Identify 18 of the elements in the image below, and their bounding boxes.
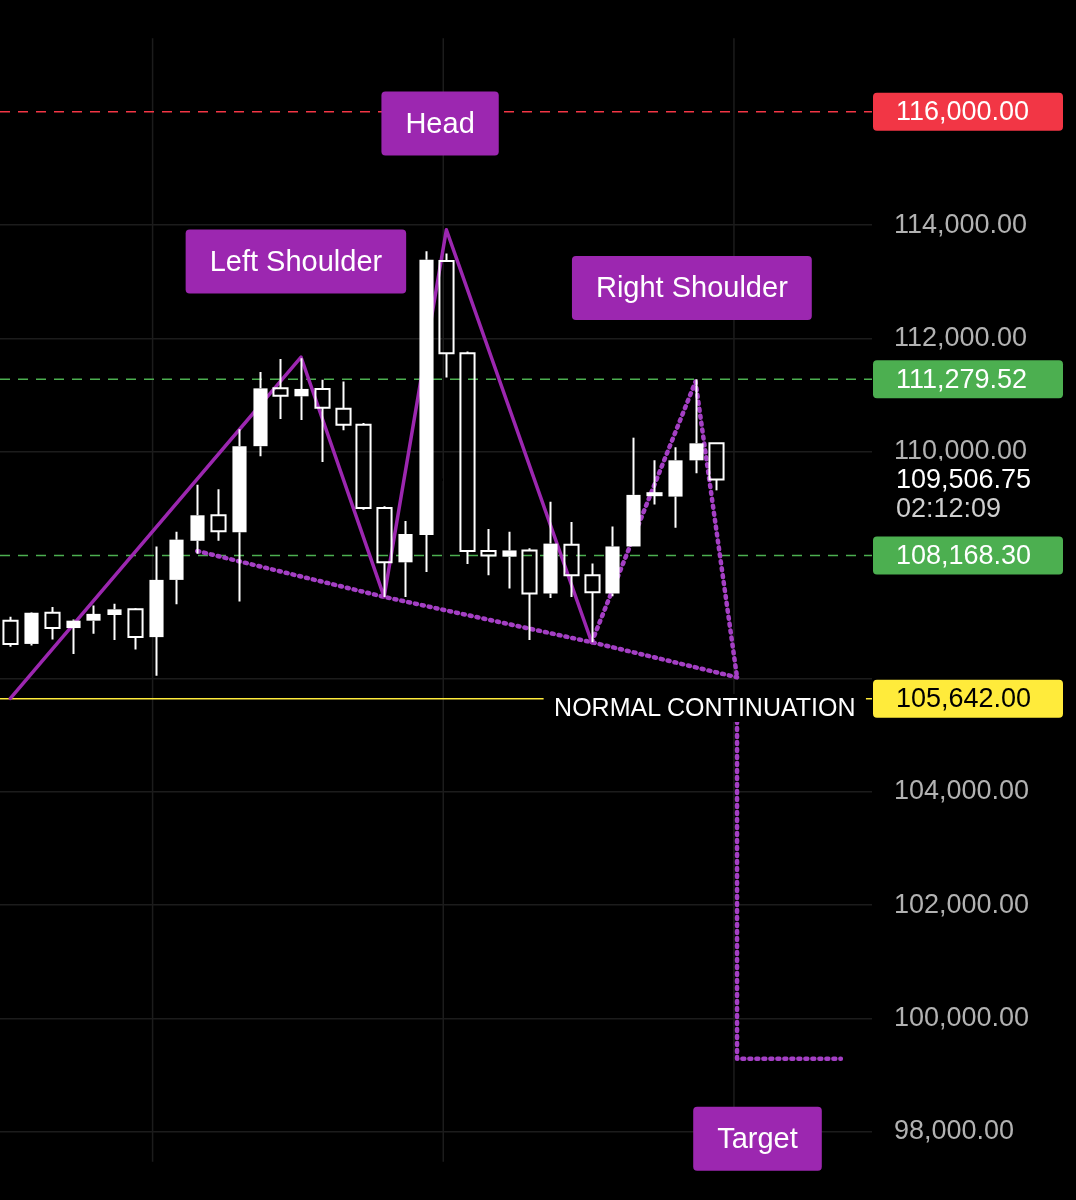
ref-line-label: 116,000.00: [896, 96, 1030, 127]
y-tick-label: 98,000.00: [894, 1115, 1015, 1146]
y-tick-label: 114,000.00: [894, 208, 1028, 239]
ref-line-label: 108,168.30: [896, 540, 1032, 571]
annotation: Left Shoulder: [209, 244, 383, 277]
ref-line-label: 105,642.00: [896, 683, 1032, 714]
annotation: Target: [717, 1121, 798, 1154]
y-tick-label: 112,000.00: [894, 321, 1028, 352]
ref-line-label: 109,506.75: [896, 464, 1032, 495]
annotation: Head: [405, 106, 475, 139]
annotation: Right Shoulder: [595, 271, 789, 303]
annotation: NORMAL CONTINUATION: [554, 692, 856, 721]
y-tick-label: 100,000.00: [894, 1001, 1030, 1032]
ref-line-label: 111,279.52: [896, 363, 1028, 394]
text: 02:12:09: [896, 493, 1002, 524]
y-tick-label: 110,000.00: [894, 435, 1028, 466]
y-tick-label: 102,000.00: [894, 888, 1030, 919]
y-tick-label: 104,000.00: [894, 775, 1030, 806]
